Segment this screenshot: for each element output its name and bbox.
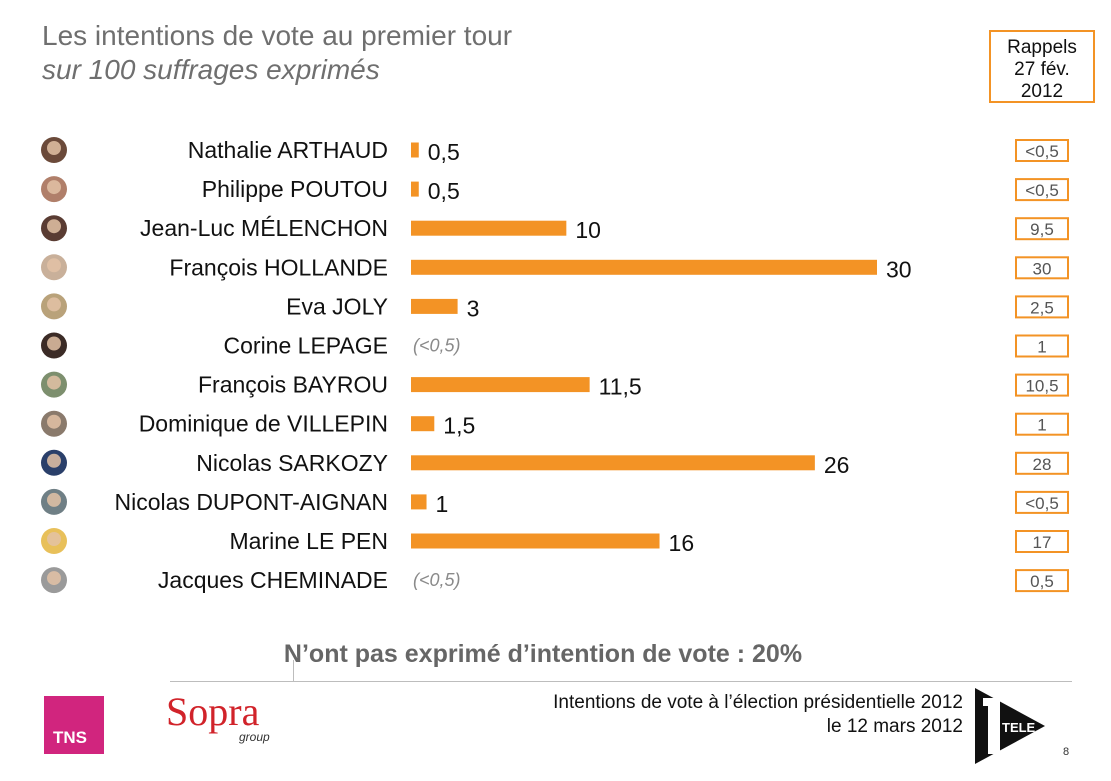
candidate-avatar-face [47,219,61,234]
rappel-value: 1 [1037,338,1046,357]
footer-divider [170,681,1072,682]
rappel-box [1015,256,1069,280]
candidate-name: Jacques CHEMINADE [158,567,388,593]
rappels-header: Rappels 27 fév. 2012 [989,30,1095,103]
candidate-avatar-face [47,532,61,546]
rappel-value: 28 [1033,455,1052,474]
vote-value-label: 26 [824,452,850,478]
page-number: 8 [1063,746,1070,758]
candidate-name: Jean-Luc MÉLENCHON [140,215,388,241]
rappel-value: <0,5 [1025,181,1059,200]
sopra-logo-subtitle: group [239,730,270,744]
no-intention-note: N’ont pas exprimé d’intention de vote : … [283,640,803,668]
vote-value-label: 30 [886,256,912,282]
vote-value-label: 10 [575,217,601,243]
vote-bar [411,142,419,158]
vote-value-label: 0,5 [428,178,460,204]
candidate-avatar-face [47,297,61,312]
itele-logo: TELE [975,688,1045,764]
rappel-box [1015,217,1069,241]
candidate-avatar-face [47,336,61,351]
vote-bar [411,494,427,510]
vote-value-label: 3 [467,295,480,321]
candidate-avatar-face [47,492,61,507]
vote-value-label: (<0,5) [413,336,461,356]
vote-bar [411,298,458,314]
candidate-avatar-face [47,180,61,195]
candidate-avatar-face [47,414,61,429]
rappel-value: <0,5 [1025,142,1059,161]
vote-bar [411,455,815,471]
rappel-value: <0,5 [1025,494,1059,513]
vote-bar [411,259,877,275]
candidate-name: Corine LEPAGE [224,333,388,359]
candidate-avatar-face [47,258,61,273]
rappel-value: 9,5 [1030,220,1054,239]
rappel-box [1015,530,1069,553]
rappels-line-3: 2012 [1020,81,1064,102]
vote-intentions-chart: Nathalie ARTHAUD 0,5 <0,5 Philippe POUTOU 0,… [41,137,1069,594]
itele-logo-text: TELE [1002,720,1036,735]
candidate-avatar-face [47,453,61,468]
tns-logo: TNS [44,696,104,754]
rappel-value: 1 [1037,416,1046,435]
vote-bar [411,220,567,236]
candidate-avatar-face [47,375,61,390]
rappels-line-2: 27 fév. [1014,59,1070,80]
footer-survey-title: Intentions de vote à l’élection présiden… [553,692,963,713]
chart-subtitle: sur 100 suffrages exprimés [42,54,380,85]
rappel-box [1015,412,1069,436]
vote-value-label: 1 [436,491,449,517]
vote-bar [411,416,435,432]
vote-bar [411,377,590,393]
footer-divider-vertical [293,660,294,682]
candidate-name: Nathalie ARTHAUD [188,137,388,163]
rappel-value: 0,5 [1030,572,1054,591]
vote-value-label: 11,5 [599,374,642,400]
vote-value-label: (<0,5) [413,570,461,590]
rappel-box [1015,569,1069,593]
vote-value-label: 0,5 [428,139,460,165]
rappel-box [1015,334,1069,358]
rappel-box [1015,295,1069,319]
vote-value-label: 16 [669,530,695,556]
rappel-box [1015,451,1069,475]
rappel-value: 10,5 [1025,377,1058,396]
footer-survey-date: le 12 mars 2012 [826,716,963,737]
candidate-name: Dominique de VILLEPIN [139,411,388,437]
vote-bar [411,533,660,549]
chart-title: Les intentions de vote au premier tour [42,20,513,51]
candidate-name: Marine LE PEN [229,528,388,554]
rappel-box [1015,178,1069,202]
rappel-box [1015,490,1069,514]
vote-value-label: 1,5 [443,413,475,439]
candidate-name: Philippe POUTOU [202,176,388,202]
candidate-name: Nicolas SARKOZY [196,450,388,476]
rappels-line-1: Rappels [1007,37,1077,58]
candidate-avatar-face [47,571,61,586]
rappel-value: 2,5 [1030,298,1054,317]
rappel-box [1015,373,1069,397]
rappel-value: 17 [1033,533,1052,552]
vote-bar [411,181,419,197]
rappel-value: 30 [1033,259,1052,278]
sopra-logo: Sopra [166,689,260,734]
candidate-name: Eva JOLY [286,293,388,319]
candidate-name: François BAYROU [198,372,388,398]
rappel-box [1015,139,1069,162]
candidate-name: François HOLLANDE [169,254,388,280]
candidate-avatar-face [47,141,61,155]
candidate-name: Nicolas DUPONT-AIGNAN [115,489,388,515]
